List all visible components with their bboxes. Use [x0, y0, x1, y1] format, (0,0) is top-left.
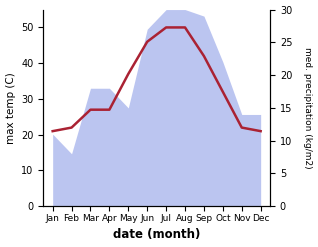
X-axis label: date (month): date (month)	[113, 228, 200, 242]
Y-axis label: med. precipitation (kg/m2): med. precipitation (kg/m2)	[303, 47, 313, 169]
Y-axis label: max temp (C): max temp (C)	[5, 72, 16, 144]
